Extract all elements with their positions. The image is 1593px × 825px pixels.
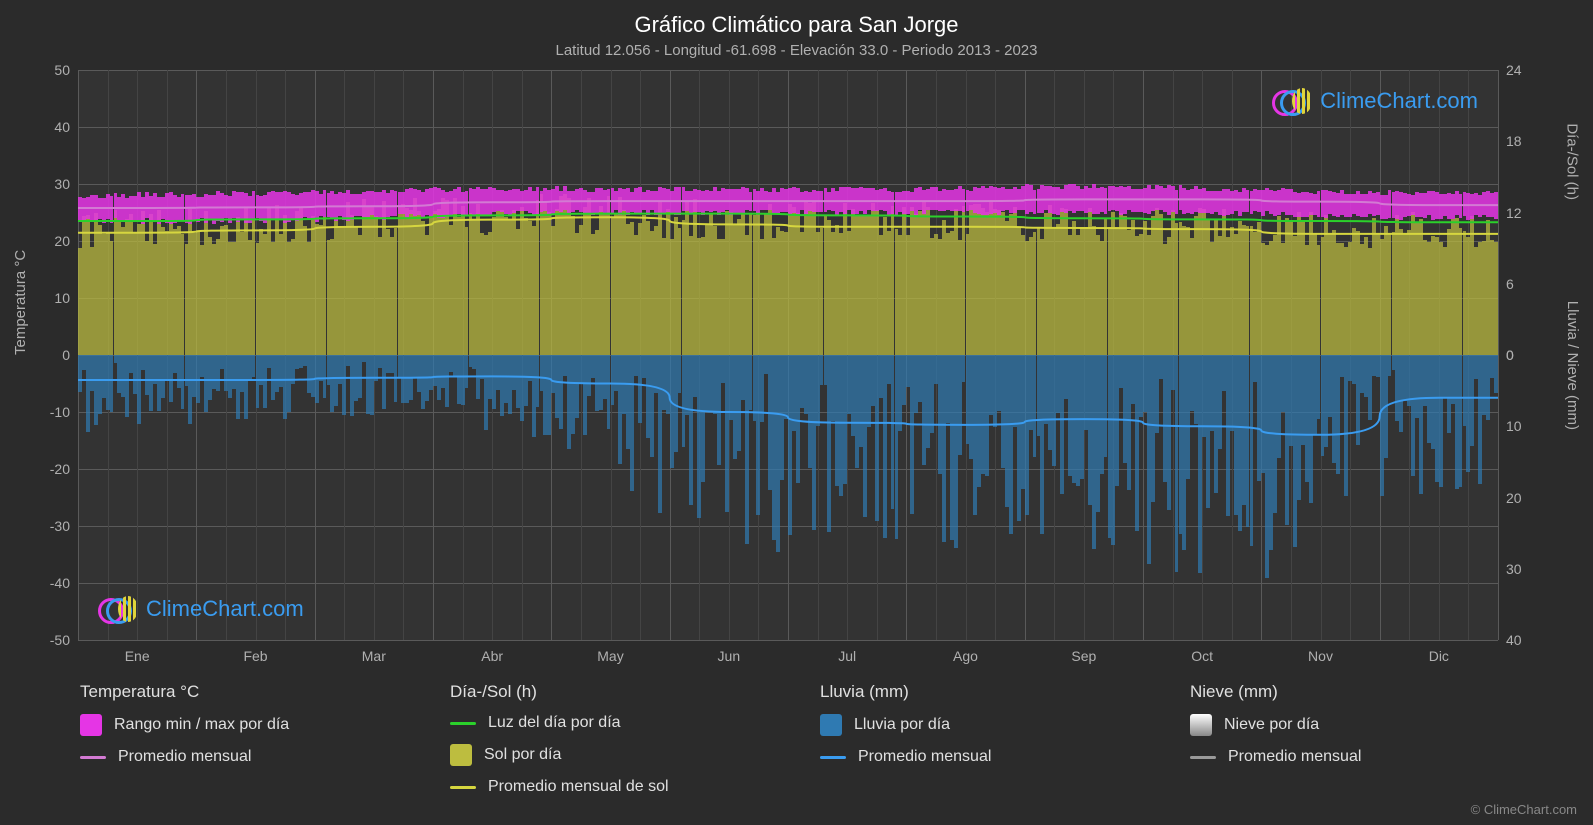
legend-label: Promedio mensual de sol: [488, 778, 669, 796]
tick-left: -40: [50, 575, 78, 591]
tick-month: May: [597, 640, 623, 664]
swatch-sun-avg: [450, 786, 476, 789]
legend-header-rain: Lluvia (mm): [820, 682, 1150, 702]
legend-header-temp: Temperatura °C: [80, 682, 410, 702]
tick-right-sun: 18: [1498, 133, 1522, 149]
daylight-line: [78, 214, 1498, 223]
chart-title: Gráfico Climático para San Jorge: [0, 12, 1593, 38]
legend-header-sun: Día-/Sol (h): [450, 682, 780, 702]
watermark-top-right: ClimeChart.com: [1272, 88, 1478, 114]
watermark-text: ClimeChart.com: [146, 596, 304, 622]
axis-left-label: Temperatura °C: [12, 250, 29, 355]
legend-item-temp-avg: Promedio mensual: [80, 748, 410, 766]
chart-container: Gráfico Climático para San Jorge Latitud…: [0, 0, 1593, 825]
legend-label: Promedio mensual: [118, 748, 251, 766]
legend-label: Promedio mensual: [1228, 748, 1361, 766]
rain-avg-line: [78, 376, 1498, 434]
tick-left: -30: [50, 518, 78, 534]
tick-right-rain: 30: [1498, 561, 1522, 577]
legend-item-rain-daily: Lluvia por día: [820, 714, 1150, 736]
legend-item-temp-range: Rango min / max por día: [80, 714, 410, 736]
tick-month: Dic: [1429, 640, 1449, 664]
chart-subtitle: Latitud 12.056 - Longitud -61.698 - Elev…: [0, 42, 1593, 59]
tick-left: 10: [54, 290, 78, 306]
swatch-snow-daily: [1190, 714, 1212, 736]
legend-col-temp: Temperatura °C Rango min / max por día P…: [80, 682, 410, 796]
tick-month: Mar: [362, 640, 386, 664]
watermark-text: ClimeChart.com: [1320, 88, 1478, 114]
tick-month: Abr: [481, 640, 503, 664]
tick-right-sun: 12: [1498, 205, 1522, 221]
tick-left: -10: [50, 404, 78, 420]
legend-label: Luz del día por día: [488, 714, 621, 732]
legend-item-sun-avg: Promedio mensual de sol: [450, 778, 780, 796]
legend-item-sun-daily: Sol por día: [450, 744, 780, 766]
tick-month: Ene: [125, 640, 150, 664]
legend-label: Lluvia por día: [854, 716, 950, 734]
tick-month: Jul: [838, 640, 856, 664]
copyright-text: © ClimeChart.com: [1471, 802, 1577, 817]
tick-month: Sep: [1071, 640, 1096, 664]
watermark-bottom-left: ClimeChart.com: [98, 596, 304, 622]
grid-h: [78, 640, 1498, 641]
swatch-temp-avg: [80, 756, 106, 759]
swatch-snow-avg: [1190, 756, 1216, 759]
tick-month: Oct: [1191, 640, 1213, 664]
tick-left: 20: [54, 233, 78, 249]
watermark-logo-icon: [98, 596, 138, 622]
legend-col-snow: Nieve (mm) Nieve por día Promedio mensua…: [1190, 682, 1520, 796]
legend-item-snow-avg: Promedio mensual: [1190, 748, 1520, 766]
tick-month: Jun: [718, 640, 741, 664]
tick-left: -20: [50, 461, 78, 477]
legend-header-snow: Nieve (mm): [1190, 682, 1520, 702]
tick-right-sun: 24: [1498, 62, 1522, 78]
tick-right-rain: 20: [1498, 490, 1522, 506]
tick-month: Feb: [243, 640, 267, 664]
legend-col-sun: Día-/Sol (h) Luz del día por día Sol por…: [450, 682, 780, 796]
tick-left: 50: [54, 62, 78, 78]
swatch-rain-avg: [820, 756, 846, 759]
line-overlay: [78, 70, 1498, 640]
tick-left: 40: [54, 119, 78, 135]
tick-month: Nov: [1308, 640, 1333, 664]
legend-item-snow-daily: Nieve por día: [1190, 714, 1520, 736]
tick-left: 30: [54, 176, 78, 192]
legend-label: Rango min / max por día: [114, 716, 289, 734]
swatch-temp-range: [80, 714, 102, 736]
swatch-sun-daily: [450, 744, 472, 766]
tick-left: -50: [50, 632, 78, 648]
axis-right-bottom-label: Lluvia / Nieve (mm): [1564, 301, 1581, 430]
tick-right-sun: 6: [1498, 276, 1514, 292]
temp-avg-line: [78, 199, 1498, 208]
legend-col-rain: Lluvia (mm) Lluvia por día Promedio mens…: [820, 682, 1150, 796]
plot-area: ClimeChart.com ClimeChart.com 5040302010…: [78, 70, 1498, 640]
legend-item-rain-avg: Promedio mensual: [820, 748, 1150, 766]
tick-right-rain: 0: [1498, 347, 1514, 363]
legend-label: Nieve por día: [1224, 716, 1319, 734]
watermark-logo-icon: [1272, 88, 1312, 114]
swatch-daylight: [450, 722, 476, 725]
axis-right-top-label: Día-/Sol (h): [1564, 123, 1581, 200]
legend-label: Promedio mensual: [858, 748, 991, 766]
tick-right-rain: 40: [1498, 632, 1522, 648]
legend: Temperatura °C Rango min / max por día P…: [80, 682, 1520, 796]
tick-month: Ago: [953, 640, 978, 664]
legend-item-daylight: Luz del día por día: [450, 714, 780, 732]
legend-label: Sol por día: [484, 746, 561, 764]
tick-left: 0: [62, 347, 78, 363]
tick-right-rain: 10: [1498, 418, 1522, 434]
swatch-rain-daily: [820, 714, 842, 736]
